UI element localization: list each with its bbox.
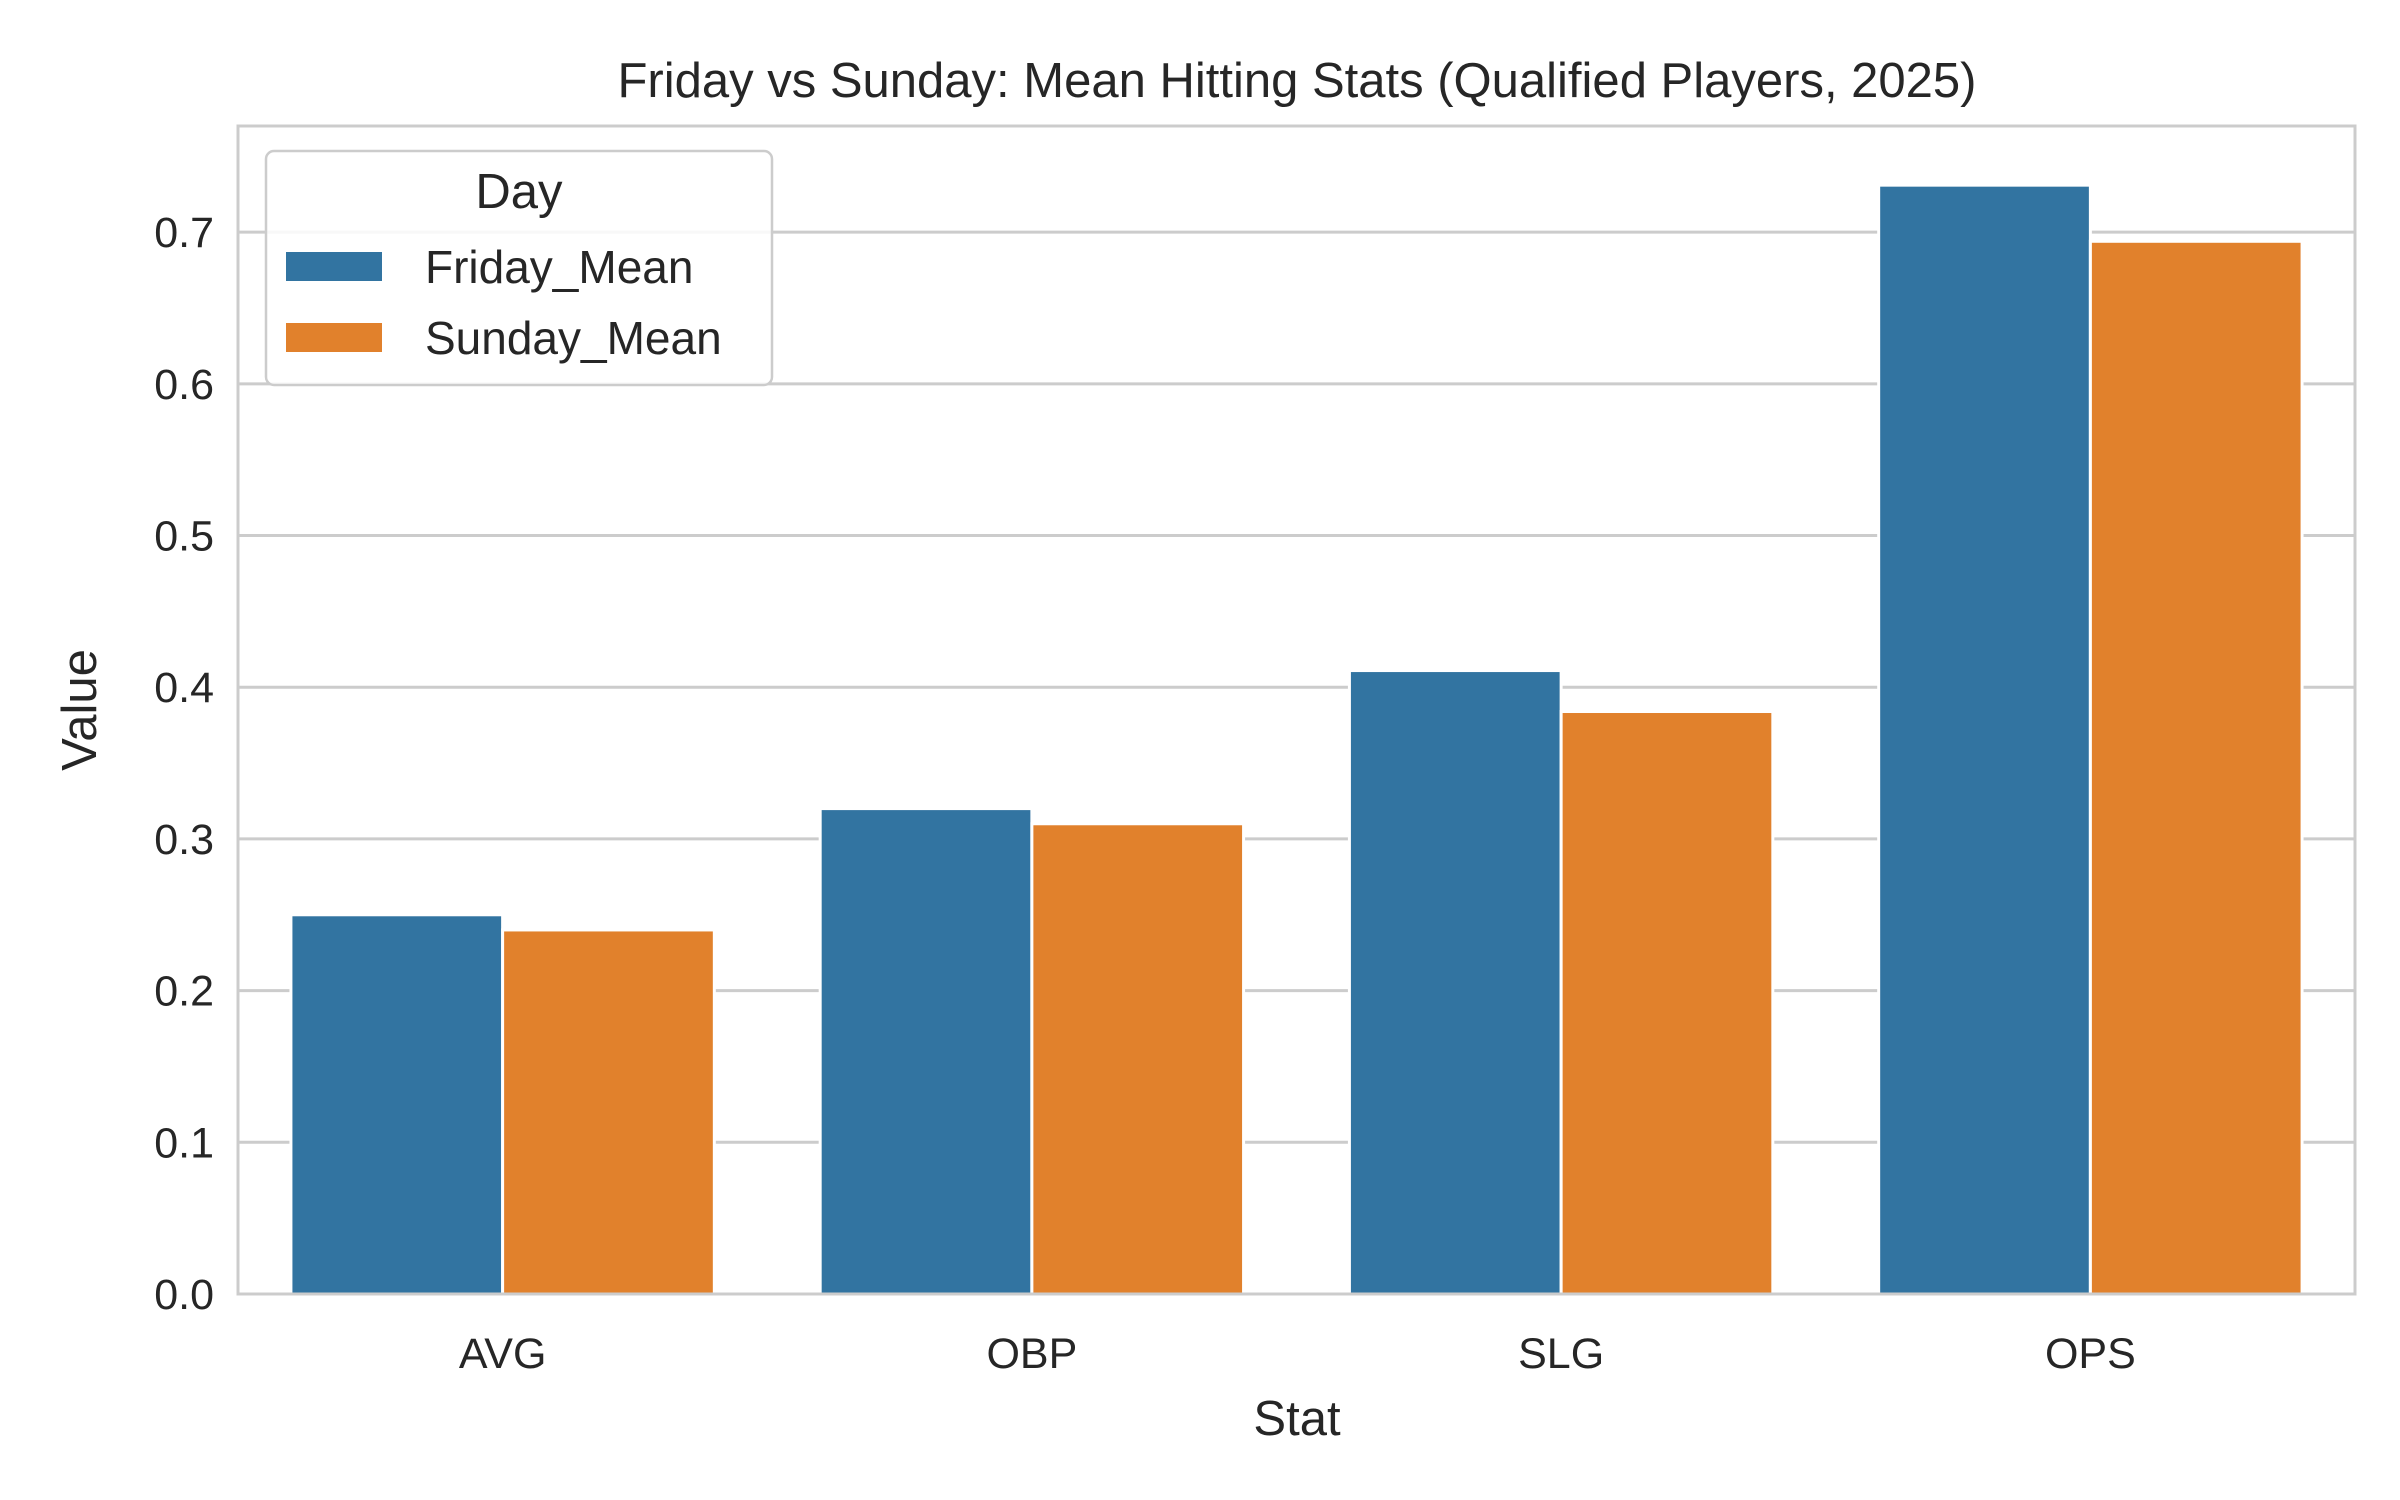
x-tick-label: SLG [1518,1330,1604,1378]
bar-slg-sunday-mean [1559,710,1775,1296]
x-axis-label: Stat [1253,1392,1341,1446]
legend-label-sunday: Sunday_Mean [425,312,722,364]
x-tick-label: OBP [986,1330,1077,1378]
y-tick-labels: 0.0 0.1 0.2 0.3 0.4 0.5 0.6 0.7 [154,209,214,1319]
y-tick-label: 0.3 [154,816,214,864]
bar-obp-friday-mean [818,807,1034,1296]
legend: Day Friday_Mean Sunday_Mean [264,149,774,387]
legend-label-friday: Friday_Mean [425,241,693,293]
bar-ops-friday-mean [1877,183,2092,1296]
plot-frame [236,124,2357,1296]
bar-ops-sunday-mean [2088,239,2304,1296]
chart-title: Friday vs Sunday: Mean Hitting Stats (Qu… [617,54,1976,108]
bar-avg-sunday-mean [501,928,716,1296]
legend-swatch-friday [286,252,382,281]
y-tick-label: 0.7 [154,209,214,257]
y-tick-label: 0.6 [154,361,214,409]
bar-obp-sunday-mean [1030,822,1246,1296]
y-axis-label: Value [53,649,107,771]
y-tick-label: 0.4 [154,664,214,712]
legend-swatch-sunday [286,323,382,352]
x-tick-label: OPS [2045,1330,2136,1378]
bar-slg-friday-mean [1347,669,1563,1296]
bars [289,183,2304,1296]
bar-avg-friday-mean [289,913,505,1296]
legend-box [264,149,774,387]
y-tick-label: 0.0 [154,1271,214,1319]
y-tick-label: 0.2 [154,968,214,1016]
y-tick-label: 0.1 [154,1119,214,1167]
x-tick-label: AVG [459,1330,547,1378]
legend-title: Day [475,165,563,219]
y-tick-label: 0.5 [154,513,214,561]
x-tick-labels: AVG OBP SLG OPS [459,1330,2136,1378]
